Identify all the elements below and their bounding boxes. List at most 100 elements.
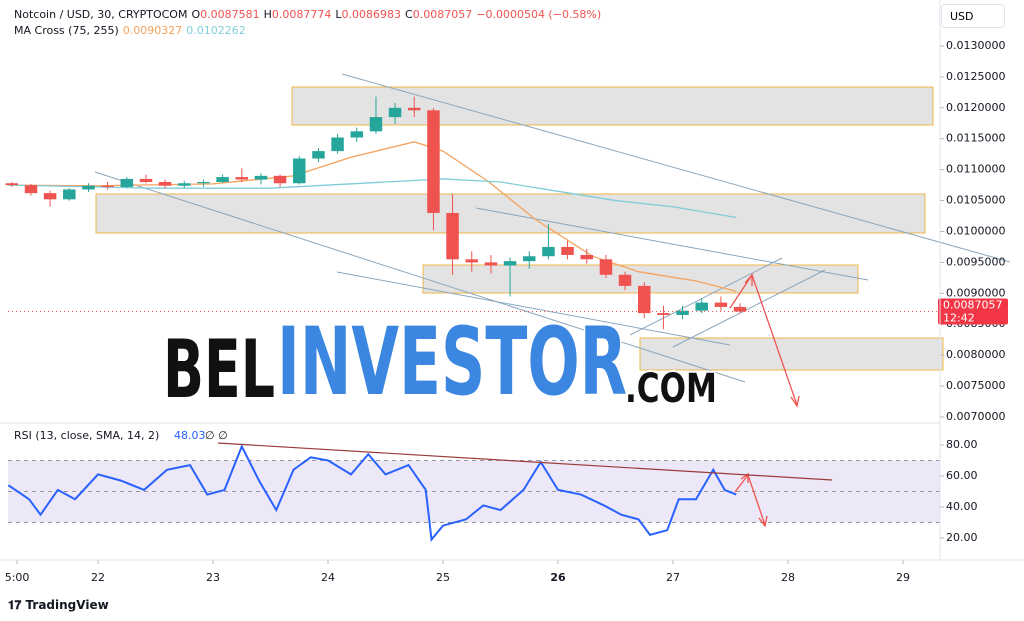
rsi-trend-line xyxy=(217,442,833,481)
candle-body xyxy=(484,262,498,266)
candle-body xyxy=(618,274,632,286)
x-tick-label: 29 xyxy=(896,571,910,584)
x-tick-label: 28 xyxy=(781,571,795,584)
arrow-head xyxy=(740,472,749,483)
trend-line xyxy=(341,73,1011,263)
x-tick-label: 22 xyxy=(91,571,105,584)
indicator-value: 0.0090327 xyxy=(122,24,183,37)
x-tick-label: 5:00 xyxy=(5,571,30,584)
ohlc-value: 0.0086983 xyxy=(341,8,402,21)
legend: Notcoin / USD, 30, CRYPTOCOM O0.0087581 H 0… xyxy=(14,7,605,39)
ohlc-key: C xyxy=(405,8,413,21)
indicator-title: RSI (13, close, SMA, 14, 2) xyxy=(14,429,159,442)
channel-line xyxy=(672,269,826,348)
y-tick-label: 20.00 xyxy=(946,531,978,544)
candle-body xyxy=(503,261,517,266)
candle-body xyxy=(63,189,76,200)
candle-body xyxy=(139,178,153,183)
candle-body xyxy=(542,246,555,257)
indicator-value: 0.0102262 xyxy=(186,24,246,37)
last-price-label: 0.0087057 xyxy=(943,299,1003,312)
candle-body xyxy=(273,175,287,184)
ohlc-key: O xyxy=(191,8,201,21)
candle-body xyxy=(523,256,536,262)
legend-row: MA Cross (75, 255) 0.0090327 0.0102262 xyxy=(14,23,605,39)
y-tick-label: 0.0075000 xyxy=(946,379,1006,392)
symbol: Notcoin / USD, 30, CRYPTOCOM xyxy=(14,8,188,21)
candle-body xyxy=(408,107,421,111)
trend-line xyxy=(94,171,746,383)
last-price-box xyxy=(938,298,1008,325)
indicator-status: ∅ ∅ xyxy=(205,429,228,442)
trend-line xyxy=(336,271,731,346)
watermark: BEL INVESTOR .COM xyxy=(161,306,719,419)
y-tick-label: 0.0125000 xyxy=(946,70,1006,83)
candle-body xyxy=(120,178,134,187)
brand: TradingView xyxy=(25,598,109,612)
ohlc-value: 0.0087057 xyxy=(412,8,473,21)
indicator-value: 48.03 xyxy=(174,429,206,442)
x-tick-label: 25 xyxy=(436,571,450,584)
watermark-text: INVESTOR xyxy=(277,308,627,417)
candle-body xyxy=(5,183,19,186)
channel-line xyxy=(629,257,783,336)
y-tick-label: 0.0070000 xyxy=(946,410,1006,423)
candle-body xyxy=(369,117,383,132)
y-tick-label: 60.00 xyxy=(946,469,978,482)
candle-body xyxy=(638,285,651,314)
candle-body xyxy=(657,313,670,315)
zone xyxy=(291,86,934,126)
y-tick-label: 80.00 xyxy=(946,438,978,451)
footer: 𝟏𝟕 TradingView xyxy=(8,598,109,613)
candle-body xyxy=(676,310,689,315)
y-tick-label: 0.0130000 xyxy=(946,39,1006,52)
candle-body xyxy=(101,185,114,187)
legend-row: Notcoin / USD, 30, CRYPTOCOM O0.0087581 H 0… xyxy=(14,7,605,23)
y-tick-label: 0.0080000 xyxy=(946,348,1006,361)
candle-body xyxy=(43,193,57,200)
candle-body xyxy=(82,185,95,190)
candle-body xyxy=(714,302,728,307)
candle-body xyxy=(350,131,364,138)
candle-body xyxy=(178,183,191,186)
y-tick-label: 0.0100000 xyxy=(946,224,1006,237)
y-tick-label: 40.00 xyxy=(946,500,978,513)
x-tick-label: 23 xyxy=(206,571,220,584)
arrow-head xyxy=(744,273,753,286)
candle-body xyxy=(465,259,478,263)
candle-body xyxy=(312,151,325,159)
candle-body xyxy=(561,246,574,255)
rsi-line xyxy=(7,444,737,542)
candle-body xyxy=(197,182,210,184)
ohlc-value: 0.0087581 xyxy=(200,8,260,21)
candle-body xyxy=(427,110,440,213)
candle-body xyxy=(446,212,459,260)
candle-body xyxy=(216,177,229,183)
candle-body xyxy=(158,182,172,186)
y-tick-label: 0.0095000 xyxy=(946,255,1006,268)
y-tick-label: 0.0120000 xyxy=(946,101,1006,114)
arrow-head xyxy=(758,515,768,528)
indicator: MA Cross (75, 255) xyxy=(14,24,119,37)
logo: 𝟏𝟕 xyxy=(8,598,26,612)
candle-body xyxy=(599,259,613,275)
x-tick-label: 26 xyxy=(550,571,566,584)
candle-body xyxy=(580,254,593,260)
arrow-head xyxy=(790,395,800,408)
x-tick-label: 24 xyxy=(321,571,335,584)
candle-body xyxy=(695,302,708,311)
x-tick-label: 27 xyxy=(666,571,680,584)
ohlc-key: H xyxy=(263,8,272,21)
ohlc-key: L xyxy=(335,8,342,21)
currency-button[interactable]: USD xyxy=(941,4,1005,28)
candle-body xyxy=(235,177,249,180)
y-tick-label: 0.0115000 xyxy=(946,132,1006,145)
change: −0.0000504 (−0.58%) xyxy=(476,8,602,21)
watermark-text: BEL xyxy=(163,323,275,416)
y-tick-label: 0.0105000 xyxy=(946,194,1006,207)
y-tick-label: 0.0090000 xyxy=(946,286,1006,299)
zone xyxy=(95,193,926,234)
candle-body xyxy=(388,107,402,118)
countdown: 12:42 xyxy=(943,312,975,325)
